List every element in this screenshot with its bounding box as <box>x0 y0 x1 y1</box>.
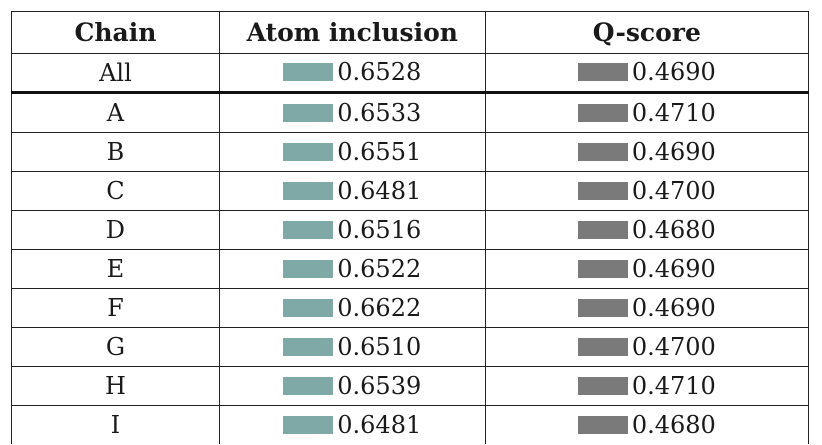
table-row: G 0.6510 0.4700 <box>11 327 810 367</box>
q-score-value: 0.4690 <box>631 137 716 166</box>
table-row: B 0.6551 0.4690 <box>11 132 810 172</box>
q-score-bar <box>577 142 628 161</box>
atom-inclusion-cell: 0.6528 <box>218 53 486 94</box>
q-score-bar <box>577 376 628 395</box>
q-score-bar <box>577 259 628 278</box>
header-row: Chain Atom inclusion Q-score <box>11 11 810 54</box>
atom-inclusion-cell: 0.6522 <box>218 249 486 289</box>
q-score-cell: 0.4690 <box>484 132 810 172</box>
table-row-all: All 0.6528 0.4690 <box>11 53 810 94</box>
chain-cell: E <box>11 249 220 289</box>
q-score-bar <box>577 63 628 81</box>
q-score-value: 0.4690 <box>631 293 716 322</box>
atom-inclusion-bar <box>283 337 334 356</box>
atom-inclusion-cell: 0.6481 <box>218 171 486 211</box>
atom-inclusion-value: 0.6510 <box>337 332 422 361</box>
atom-inclusion-value: 0.6516 <box>337 215 422 244</box>
atom-inclusion-cell: 0.6533 <box>218 92 486 133</box>
q-score-bar <box>577 103 628 122</box>
atom-inclusion-cell: 0.6622 <box>218 288 486 328</box>
header-chain: Chain <box>11 11 220 54</box>
q-score-cell: 0.4710 <box>484 366 810 406</box>
atom-inclusion-value: 0.6533 <box>337 98 422 127</box>
atom-inclusion-bar <box>283 220 334 239</box>
atom-inclusion-value: 0.6528 <box>337 58 422 86</box>
chain-cell: F <box>11 288 220 328</box>
q-score-cell: 0.4680 <box>484 210 810 250</box>
atom-inclusion-bar <box>283 376 334 395</box>
q-score-cell: 0.4680 <box>484 405 810 444</box>
chain-cell: A <box>11 92 220 133</box>
atom-inclusion-bar <box>283 181 334 200</box>
header-q-score: Q-score <box>484 11 810 54</box>
q-score-bar <box>577 220 628 239</box>
q-score-bar <box>577 415 628 434</box>
q-score-value: 0.4710 <box>631 98 716 127</box>
atom-inclusion-bar <box>283 259 334 278</box>
chain-cell: B <box>11 132 220 172</box>
chain-cell: G <box>11 327 220 367</box>
table-row: F 0.6622 0.4690 <box>11 288 810 328</box>
q-score-value: 0.4700 <box>631 176 716 205</box>
q-score-cell: 0.4690 <box>484 249 810 289</box>
table-row: A 0.6533 0.4710 <box>11 92 810 133</box>
atom-inclusion-cell: 0.6551 <box>218 132 486 172</box>
q-score-bar <box>577 181 628 200</box>
atom-inclusion-value: 0.6539 <box>337 371 422 400</box>
q-score-value: 0.4680 <box>631 410 716 439</box>
atom-inclusion-value: 0.6522 <box>337 254 422 283</box>
atom-inclusion-cell: 0.6516 <box>218 210 486 250</box>
q-score-cell: 0.4700 <box>484 171 810 211</box>
table-row: I 0.6481 0.4680 <box>11 405 810 444</box>
q-score-value: 0.4700 <box>631 332 716 361</box>
q-score-cell: 0.4690 <box>484 53 810 94</box>
atom-inclusion-value: 0.6622 <box>337 293 422 322</box>
atom-inclusion-value: 0.6481 <box>337 410 422 439</box>
q-score-cell: 0.4700 <box>484 327 810 367</box>
chain-cell: All <box>11 53 220 94</box>
chain-cell: H <box>11 366 220 406</box>
table-body: All 0.6528 0.4690 A 0.6533 0.4710 B 0.65… <box>11 53 810 444</box>
table-row: C 0.6481 0.4700 <box>11 171 810 211</box>
atom-inclusion-bar <box>283 142 334 161</box>
q-score-cell: 0.4690 <box>484 288 810 328</box>
q-score-bar <box>577 337 628 356</box>
chain-cell: C <box>11 171 220 211</box>
atom-inclusion-value: 0.6551 <box>337 137 422 166</box>
header-atom-inclusion: Atom inclusion <box>218 11 486 54</box>
q-score-bar <box>577 298 628 317</box>
atom-inclusion-value: 0.6481 <box>337 176 422 205</box>
atom-inclusion-bar <box>283 63 334 81</box>
atom-inclusion-cell: 0.6510 <box>218 327 486 367</box>
q-score-value: 0.4710 <box>631 371 716 400</box>
q-score-value: 0.4690 <box>631 254 716 283</box>
atom-inclusion-bar <box>283 103 334 122</box>
q-score-value: 0.4690 <box>631 58 716 86</box>
atom-inclusion-cell: 0.6481 <box>218 405 486 444</box>
q-score-value: 0.4680 <box>631 215 716 244</box>
table-row: E 0.6522 0.4690 <box>11 249 810 289</box>
table-row: H 0.6539 0.4710 <box>11 366 810 406</box>
chain-cell: D <box>11 210 220 250</box>
atom-inclusion-bar <box>283 415 334 434</box>
table-row: D 0.6516 0.4680 <box>11 210 810 250</box>
atom-inclusion-bar <box>283 298 334 317</box>
results-table: Chain Atom inclusion Q-score All 0.6528 … <box>11 11 810 444</box>
table-header: Chain Atom inclusion Q-score <box>11 11 810 54</box>
chain-cell: I <box>11 405 220 444</box>
q-score-cell: 0.4710 <box>484 92 810 133</box>
atom-inclusion-cell: 0.6539 <box>218 366 486 406</box>
